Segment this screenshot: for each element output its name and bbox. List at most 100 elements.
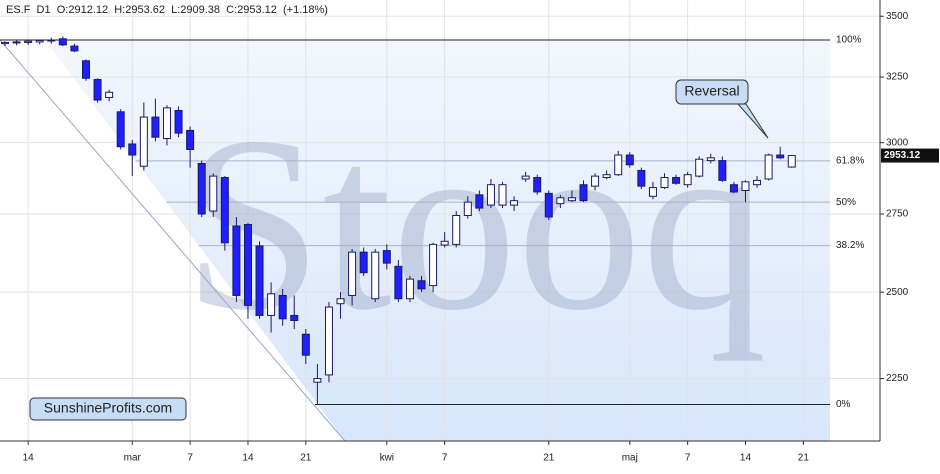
candle-body bbox=[741, 181, 750, 191]
x-tick-label: 21 bbox=[300, 453, 312, 464]
candle-body bbox=[128, 143, 137, 156]
candle-body bbox=[405, 278, 414, 300]
y-tick-label: 3500 bbox=[886, 11, 909, 22]
y-tick-label: 3250 bbox=[886, 72, 909, 83]
x-tick-label: 14 bbox=[242, 453, 254, 464]
candle-body bbox=[81, 60, 90, 79]
candle-body bbox=[174, 109, 183, 134]
candle-body bbox=[729, 184, 738, 193]
chart-title: ES.F D1 O:2912.12 H:2953.62 L:2909.38 C:… bbox=[6, 4, 328, 16]
candle-body bbox=[591, 175, 600, 187]
candle-body bbox=[232, 225, 241, 296]
candle-body bbox=[348, 251, 357, 296]
candle-body bbox=[660, 177, 669, 189]
x-tick-label: 21 bbox=[543, 453, 555, 464]
candle-body bbox=[614, 154, 623, 176]
candle-body bbox=[371, 251, 380, 300]
candle-body bbox=[139, 116, 148, 167]
candle-body bbox=[35, 39, 44, 43]
candle-body bbox=[648, 187, 657, 197]
annotation-box bbox=[675, 79, 749, 105]
candle-body bbox=[162, 107, 171, 140]
candle-body bbox=[672, 177, 681, 184]
candle-body bbox=[93, 79, 102, 101]
candle-body bbox=[186, 129, 195, 151]
candle-body bbox=[105, 91, 114, 98]
y-tick-label: 2500 bbox=[886, 287, 909, 298]
candle-body bbox=[243, 223, 252, 306]
price-tag bbox=[881, 148, 939, 163]
candle-body bbox=[151, 116, 160, 138]
candle-body bbox=[579, 184, 588, 202]
x-tick-label: 14 bbox=[23, 453, 35, 464]
candle-body bbox=[486, 184, 495, 206]
y-tick-label: 2250 bbox=[886, 373, 909, 384]
y-tick-label: 2750 bbox=[886, 209, 909, 220]
candle-body bbox=[463, 201, 472, 216]
candle-body bbox=[602, 174, 611, 179]
candle-body bbox=[209, 175, 218, 212]
fib-area bbox=[45, 40, 830, 441]
candle-body bbox=[764, 154, 773, 180]
x-tick-label: maj bbox=[622, 453, 638, 464]
candle-body bbox=[429, 243, 438, 287]
x-tick-label: 7 bbox=[685, 453, 691, 464]
fib-label: 50% bbox=[836, 197, 856, 208]
annotation-pointer bbox=[736, 103, 769, 139]
candle-body bbox=[116, 111, 125, 148]
candle-body bbox=[12, 41, 21, 44]
candle-body bbox=[753, 179, 762, 186]
brand-box bbox=[29, 397, 187, 421]
x-tick-label: 7 bbox=[187, 453, 193, 464]
fib-label: 0% bbox=[836, 399, 851, 410]
candle-body bbox=[521, 175, 530, 180]
candle-body bbox=[498, 184, 507, 206]
candle-body bbox=[776, 154, 785, 159]
candle-body bbox=[301, 333, 310, 356]
annotation: Reversal bbox=[684, 83, 739, 99]
candle-body bbox=[718, 160, 727, 181]
candle-body bbox=[382, 250, 391, 264]
candle-body bbox=[683, 174, 692, 186]
candle-body bbox=[533, 177, 542, 193]
brand: SunshineProfits.com bbox=[44, 400, 172, 416]
x-tick-label: 14 bbox=[740, 453, 752, 464]
candle-body bbox=[625, 154, 634, 166]
candle-body bbox=[290, 314, 299, 322]
candle-body bbox=[336, 298, 345, 305]
candle-body bbox=[278, 294, 287, 320]
candle-body bbox=[556, 197, 565, 205]
fib-label: 38.2% bbox=[836, 240, 864, 251]
trend-line bbox=[0, 39, 346, 442]
candle-body bbox=[440, 240, 449, 246]
x-tick-label: mar bbox=[124, 453, 142, 464]
x-tick-label: 7 bbox=[442, 453, 448, 464]
candle-body bbox=[70, 45, 79, 52]
fib-label: 100% bbox=[836, 35, 862, 46]
candle-body bbox=[255, 245, 264, 316]
candle-body bbox=[695, 158, 704, 177]
candle-body bbox=[417, 280, 426, 290]
candle-body bbox=[47, 39, 56, 42]
candle-body bbox=[475, 194, 484, 209]
y-tick-label: 3000 bbox=[886, 137, 909, 148]
candle-body bbox=[452, 214, 461, 245]
candle-body bbox=[787, 155, 796, 168]
candle-body bbox=[24, 40, 33, 43]
candle-body bbox=[1, 41, 9, 45]
candle-body bbox=[544, 192, 553, 218]
candle-body bbox=[567, 197, 576, 202]
x-tick-label: kwi bbox=[380, 453, 394, 464]
candle-body bbox=[313, 378, 322, 383]
fib-label: 61.8% bbox=[836, 156, 864, 167]
candle-body bbox=[58, 38, 67, 46]
price-tag-label: 2953.12 bbox=[884, 150, 921, 161]
candle-body bbox=[394, 265, 403, 300]
candle-body bbox=[220, 177, 229, 244]
candle-body bbox=[324, 306, 333, 376]
x-tick-label: 21 bbox=[798, 453, 810, 464]
candle-body bbox=[197, 162, 206, 215]
candle-body bbox=[706, 157, 715, 162]
candle-body bbox=[637, 169, 646, 187]
